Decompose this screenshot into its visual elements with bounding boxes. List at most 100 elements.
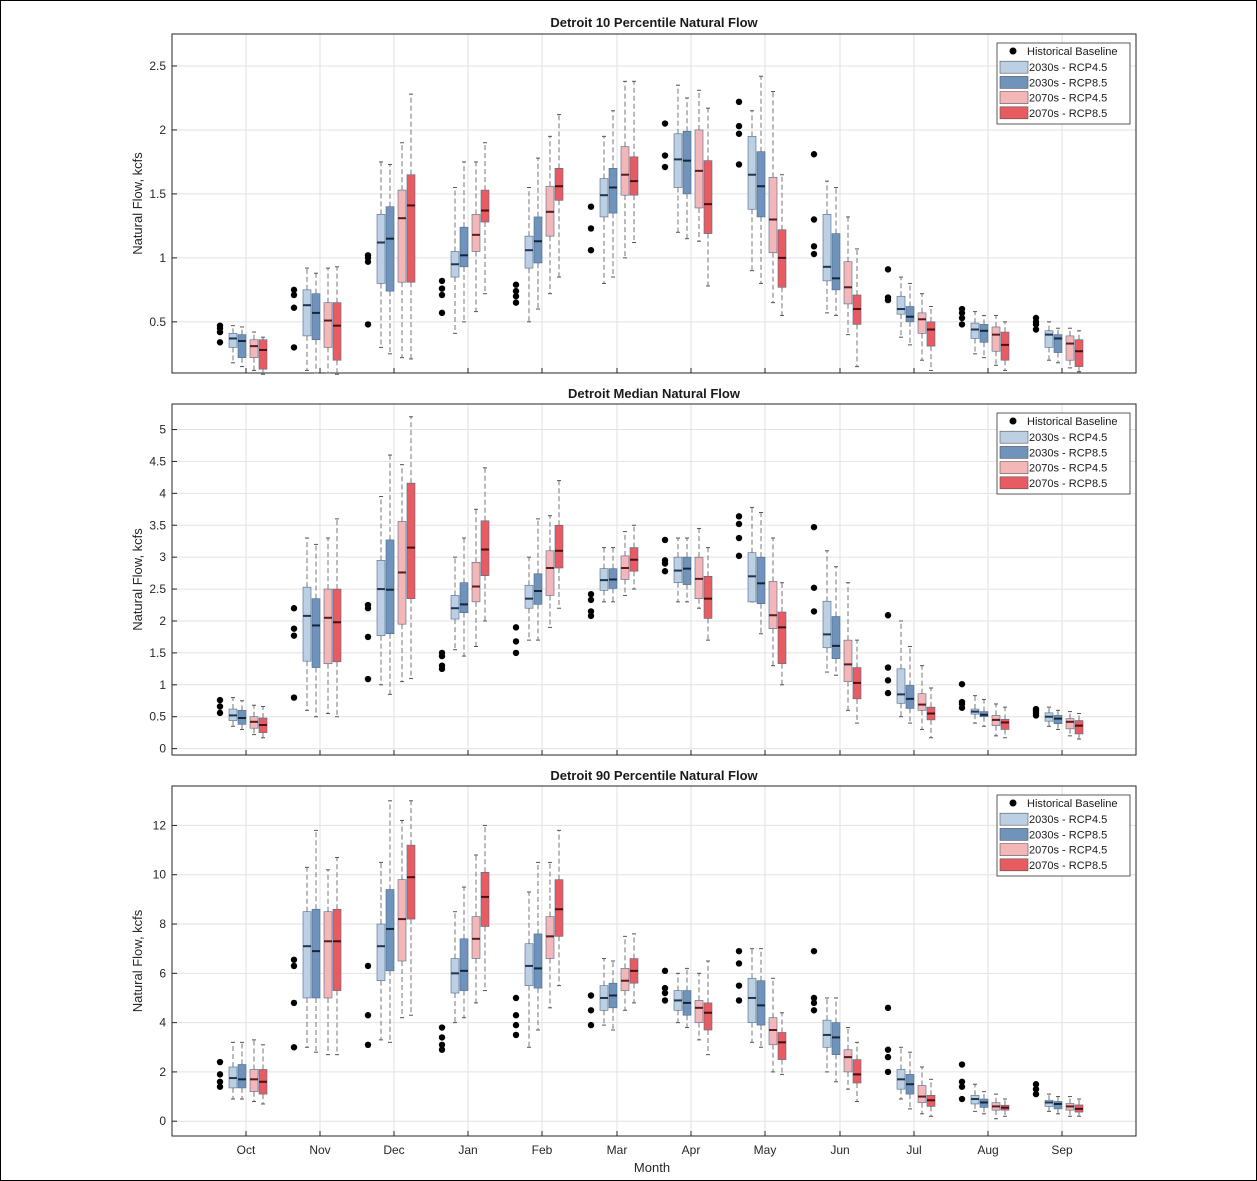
legend-swatch <box>999 858 1029 872</box>
baseline-point <box>364 675 372 683</box>
box-1 <box>376 214 386 284</box>
box-1 <box>896 295 906 315</box>
box-4 <box>332 588 342 663</box>
baseline-point <box>290 286 298 294</box>
baseline-point <box>512 287 520 295</box>
baseline-point <box>512 299 520 306</box>
box-1 <box>524 943 534 986</box>
y-tick-label: 10 <box>153 868 167 882</box>
box-3 <box>471 561 481 603</box>
box-1 <box>822 214 832 282</box>
baseline-point <box>216 1078 224 1085</box>
legend-swatch <box>999 91 1029 104</box>
x-tick-label: Feb <box>532 1143 553 1157</box>
box-2 <box>1053 334 1063 353</box>
baseline-point <box>438 291 446 299</box>
box-3 <box>620 146 630 196</box>
baseline-point <box>216 339 224 346</box>
box-2 <box>533 216 543 264</box>
legend-baseline-marker <box>1009 799 1017 807</box>
baseline-point <box>290 632 298 639</box>
legend-baseline-label: Historical Baseline <box>1027 46 1117 58</box>
baseline-point <box>512 1021 520 1029</box>
y-tick-label: 0.5 <box>149 710 166 724</box>
box-2 <box>533 933 543 989</box>
baseline-point <box>512 1012 520 1019</box>
y-tick-label: 1 <box>159 678 166 692</box>
baseline-point <box>810 151 818 158</box>
legend-swatch <box>999 446 1029 459</box>
axes-frame <box>171 785 1137 1137</box>
legend-item-label: 2030s - RCP8.5 <box>1029 77 1107 89</box>
plot-area <box>172 404 1136 755</box>
box-4 <box>554 524 564 569</box>
baseline-point <box>735 122 743 130</box>
baseline-point <box>438 1041 446 1049</box>
baseline-point <box>438 649 446 657</box>
baseline-point <box>958 314 966 322</box>
box-4 <box>852 1059 862 1084</box>
y-tick-label: 1 <box>159 251 166 265</box>
y-tick-label: 8 <box>159 917 166 931</box>
box-1 <box>376 560 386 636</box>
y-tick-label: 2 <box>159 614 166 628</box>
box-3 <box>694 129 704 209</box>
baseline-point <box>216 1083 224 1090</box>
box-3 <box>991 326 1001 352</box>
baseline-point <box>216 1071 224 1078</box>
baseline-point <box>587 590 595 598</box>
baseline-point <box>661 967 669 975</box>
box-4 <box>703 576 713 619</box>
box-2 <box>237 1064 247 1089</box>
baseline-point <box>810 523 818 531</box>
baseline-point <box>290 956 298 963</box>
x-tick-label: Jan <box>458 1143 477 1157</box>
legend-item-label: 2030s - RCP8.5 <box>1029 829 1107 841</box>
legend-item-label: 2070s - RCP8.5 <box>1029 860 1107 872</box>
chart-title: Detroit 10 Percentile Natural Flow <box>550 15 758 30</box>
chart-panel-3: 0 2 4 6 8 10 12 Oct Nov Dec Jan Feb Mar Apr May Jun Jul A… <box>130 768 1137 1175</box>
box-1 <box>376 923 386 982</box>
box-2 <box>311 908 321 999</box>
legend-baseline-marker <box>1009 47 1017 55</box>
box-1 <box>1044 330 1054 348</box>
box-3 <box>694 1000 704 1023</box>
box-1 <box>524 584 534 609</box>
baseline-point <box>364 601 372 609</box>
baseline-point <box>884 1053 892 1061</box>
baseline-point <box>290 694 298 701</box>
box-2 <box>831 233 841 291</box>
baseline-point <box>438 1034 446 1041</box>
x-tick-label: Aug <box>977 1143 998 1157</box>
legend-baseline-label: Historical Baseline <box>1027 798 1117 810</box>
box-2 <box>459 938 469 991</box>
baseline-point <box>587 225 595 232</box>
baseline-point <box>587 608 595 615</box>
baseline-point <box>438 1024 446 1031</box>
box-1 <box>599 178 609 218</box>
y-tick-label: 2 <box>159 123 166 137</box>
baseline-point <box>364 252 372 259</box>
y-axis-label: Natural Flow, kcfs <box>130 528 145 631</box>
y-tick-label: 4 <box>159 1016 166 1030</box>
y-tick-label: 3.5 <box>149 518 166 532</box>
baseline-point <box>1032 1081 1040 1088</box>
y-tick-label: 2.5 <box>149 582 166 596</box>
y-axis-label: Natural Flow, kcfs <box>130 152 145 255</box>
baseline-point <box>512 281 520 288</box>
y-tick-label: 2.5 <box>149 59 166 73</box>
box-2 <box>533 573 543 605</box>
baseline-point <box>661 152 669 159</box>
box-2 <box>459 226 469 268</box>
box-4 <box>480 520 490 576</box>
legend-swatch <box>999 430 1029 444</box>
baseline-point <box>661 536 669 544</box>
legend-item-label: 2070s - RCP8.5 <box>1029 108 1107 120</box>
baseline-point <box>810 1007 818 1014</box>
box-2 <box>756 556 766 605</box>
box-4 <box>703 1002 713 1031</box>
baseline-point <box>512 649 520 657</box>
x-tick-label: Mar <box>607 1143 628 1157</box>
